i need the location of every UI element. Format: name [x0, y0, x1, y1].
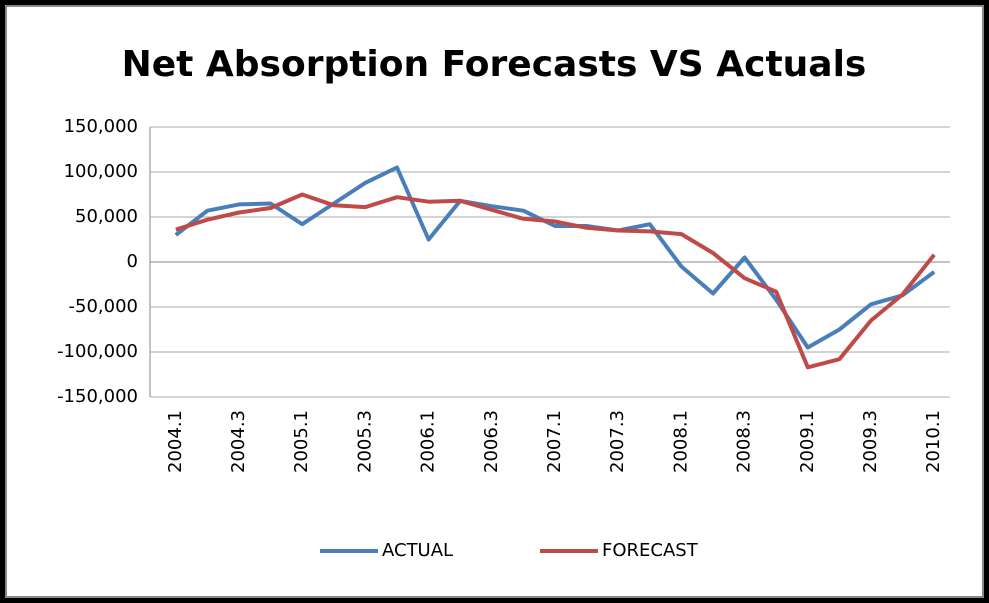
- series-line: [174, 165, 936, 350]
- y-tick-label: 100,000: [64, 161, 138, 182]
- x-tick-label: 2009.3: [860, 410, 881, 473]
- y-tick-label: 0: [127, 251, 138, 272]
- y-tick-label: -150,000: [57, 386, 138, 407]
- x-tick-label: 2005.3: [354, 410, 375, 473]
- x-tick-label: 2006.3: [481, 410, 502, 473]
- y-tick-label: 150,000: [64, 116, 138, 137]
- x-tick-label: 2004.3: [228, 410, 249, 473]
- y-tick-label: 50,000: [75, 206, 138, 227]
- y-tick-label: -100,000: [57, 341, 138, 362]
- x-tick-label: 2008.3: [734, 410, 755, 473]
- x-tick-label: 2005.1: [291, 410, 312, 473]
- x-tick-label: 2010.1: [923, 410, 944, 473]
- legend-label: FORECAST: [602, 540, 699, 561]
- legend-label: ACTUAL: [382, 540, 453, 561]
- x-tick-label: 2008.1: [670, 410, 691, 473]
- series-line: [175, 192, 936, 370]
- chart-area: [5, 5, 984, 598]
- x-tick-label: 2006.1: [418, 410, 439, 473]
- y-tick-label: -50,000: [69, 296, 138, 317]
- x-tick-label: 2009.1: [797, 410, 818, 473]
- x-tick-label: 2004.1: [165, 410, 186, 473]
- x-tick-label: 2007.1: [544, 410, 565, 473]
- x-tick-label: 2007.3: [607, 410, 628, 473]
- chart-title: Net Absorption Forecasts VS Actuals: [122, 44, 867, 85]
